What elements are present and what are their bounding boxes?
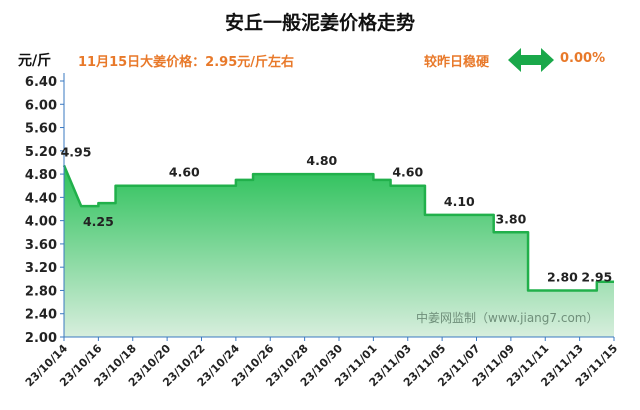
y-tick-label: 2.00: [25, 331, 57, 346]
y-tick-label: 5.20: [25, 145, 57, 160]
data-label: 4.80: [306, 153, 337, 168]
watermark: 中姜网监制（www.jiang7.com）: [416, 310, 598, 325]
price-line: [62, 164, 614, 292]
y-tick-label: 3.60: [25, 238, 57, 253]
change-label: 较昨日稳硬: [424, 55, 490, 70]
y-tick-label: 2.40: [25, 308, 57, 323]
y-tick-label: 4.40: [25, 191, 57, 206]
data-label: 4.10: [444, 194, 475, 209]
data-label: 2.95: [581, 269, 612, 284]
y-tick-label: 2.80: [25, 284, 57, 299]
y-tick-label: 5.60: [25, 122, 57, 137]
data-label: 4.25: [83, 214, 114, 229]
y-tick-label: 3.20: [25, 261, 57, 276]
data-label: 2.80: [547, 269, 578, 284]
y-tick-label: 6.00: [25, 98, 57, 113]
y-tick-label: 4.00: [25, 215, 57, 230]
change-value: 0.00%: [560, 51, 606, 66]
y-axis-unit: 元/斤: [18, 53, 52, 69]
y-tick-label: 6.40: [25, 75, 57, 90]
double-arrow-icon: [508, 48, 554, 72]
data-label: 4.60: [392, 165, 423, 180]
data-label: 4.95: [61, 144, 92, 159]
y-tick-label: 4.80: [25, 168, 57, 183]
data-label: 4.60: [169, 165, 200, 180]
data-label: 3.80: [495, 211, 526, 226]
price-note: 11月15日大姜价格：2.95元/斤左右: [78, 55, 295, 70]
price-area-fill: [64, 165, 614, 337]
chart-title: 安丘一般泥姜价格走势: [224, 12, 415, 34]
